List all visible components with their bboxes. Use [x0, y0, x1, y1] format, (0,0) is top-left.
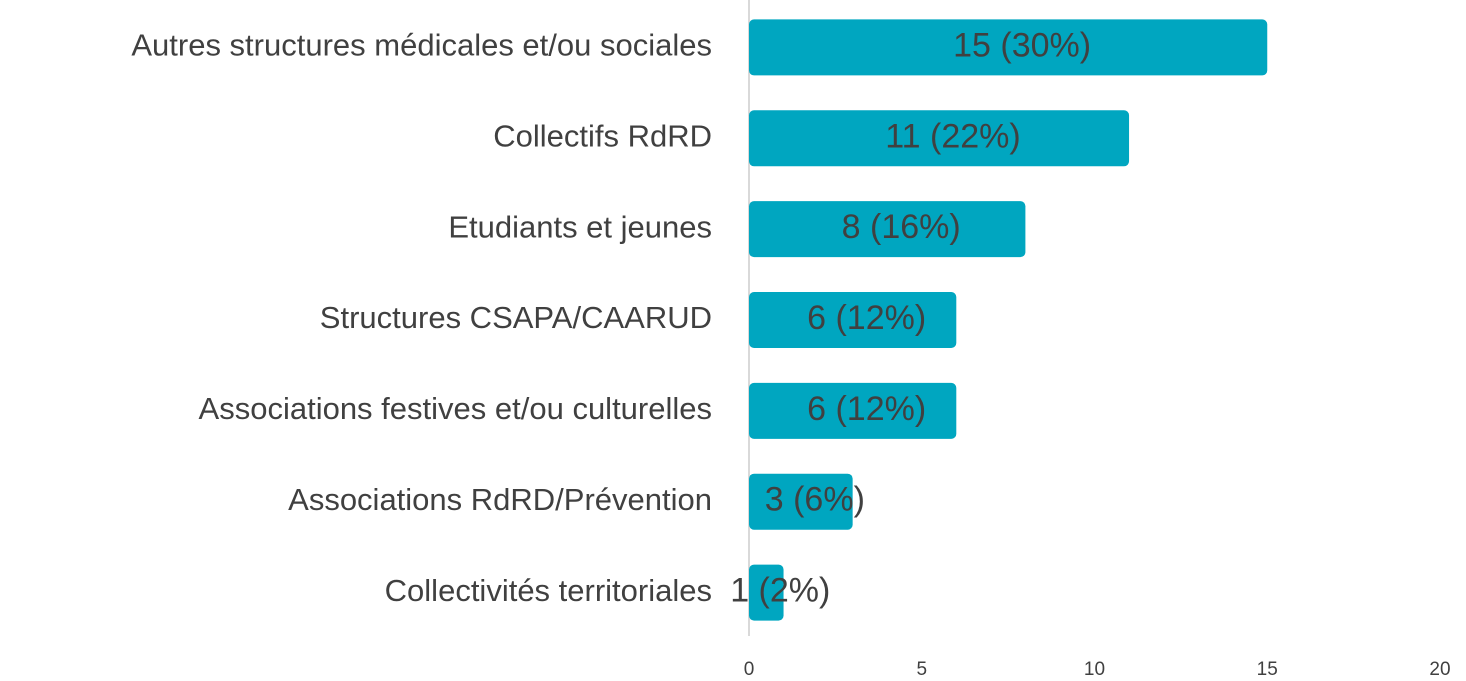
y-tick-label: Structures CSAPA/CAARUD: [320, 300, 712, 335]
value-label: 6 (12%): [807, 390, 926, 428]
x-tick-label: 10: [1084, 659, 1105, 680]
value-label: 1 (2%): [730, 572, 830, 610]
x-tick-label: 0: [744, 659, 755, 680]
value-label: 11 (22%): [885, 117, 1020, 155]
bar: [749, 382, 957, 439]
y-tick-label: Associations festives et/ou culturelles: [199, 391, 712, 426]
y-tick-label: Associations RdRD/Prévention: [288, 482, 712, 517]
value-label: 6 (12%): [807, 299, 926, 337]
bar: [749, 292, 957, 348]
bar: [749, 473, 853, 530]
y-tick-label: Collectivités territoriales: [385, 573, 712, 608]
value-label: 8 (16%): [842, 208, 961, 246]
value-label: 3 (6%): [765, 481, 865, 519]
x-tick-label: 5: [916, 659, 927, 680]
bar: [749, 19, 1268, 76]
y-tick-label: Collectifs RdRD: [493, 118, 712, 153]
bar: [749, 564, 784, 621]
y-tick-label: Etudiants et jeunes: [448, 209, 712, 244]
value-label: 15 (30%): [953, 26, 1091, 64]
x-tick-label: 15: [1257, 659, 1278, 680]
bar: [749, 201, 1026, 258]
y-tick-label: Autres structures médicales et/ou social…: [131, 28, 712, 63]
x-tick-label: 20: [1429, 659, 1450, 680]
bar: [749, 110, 1130, 167]
